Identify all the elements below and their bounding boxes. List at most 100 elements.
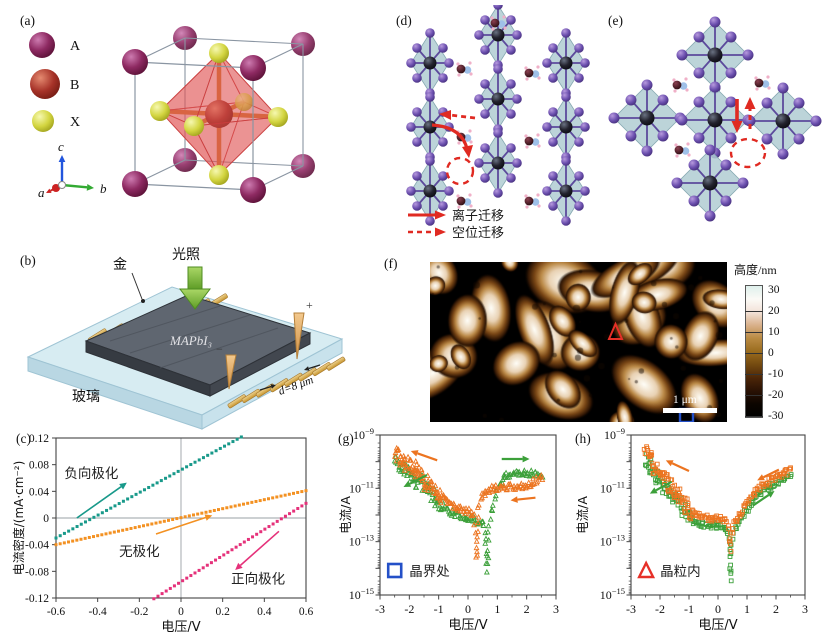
svg-text:光照: 光照: [172, 247, 200, 263]
svg-text:晶粒内: 晶粒内: [660, 564, 701, 580]
afm-overlay: 1 μm: [607, 321, 717, 422]
vacancy-migration-drawing: [608, 16, 822, 222]
vacancy-circle: [729, 137, 767, 169]
ma-cation: [524, 133, 541, 149]
svg-text:10−11: 10−11: [349, 479, 374, 495]
migration-arrows: [431, 110, 476, 186]
svg-text:-0.2: -0.2: [130, 606, 148, 618]
scatter-points: [391, 444, 546, 575]
ma-cation: [754, 75, 771, 91]
svg-text:-3: -3: [626, 602, 636, 616]
panel-f-label: (f): [384, 256, 398, 271]
panel-a-label: (a): [20, 13, 35, 28]
plot-legend: 晶界处: [386, 562, 450, 580]
panel-c-jv-plot: (c) -0.6 -0.4 -0.2 0 0.2 0.4 0.6 -0.12 -0.08 -0.0…: [10, 425, 338, 635]
jv-chart: -0.6 -0.4 -0.2 0 0.2 0.4 0.6 -0.12 -0.08 -0.04 0 0.…: [11, 433, 314, 635]
octahedra-cross: [608, 16, 822, 222]
svg-text:0: 0: [715, 602, 721, 616]
dashed-arrowhead-icon: [435, 227, 446, 237]
svg-text:电流/A: 电流/A: [575, 496, 590, 534]
colorbar-tick-label: -30: [768, 410, 784, 422]
gold-electrode-finger: [326, 356, 346, 371]
svg-text:-1: -1: [434, 602, 444, 616]
svg-text:无极化: 无极化: [119, 544, 160, 560]
colorbar-tick-line: [745, 353, 763, 354]
panel-d-ion-migration: (d) 离子迁移 空位迁移: [392, 0, 602, 245]
svg-text:b: b: [100, 181, 107, 196]
gold-electrode-finger: [298, 367, 318, 382]
ion-migration-arrowhead: [731, 121, 743, 133]
scatter-points: [641, 444, 794, 584]
probe-tip-negative: [225, 354, 237, 390]
crystal-structure-drawing: A B Xc b a: [29, 26, 315, 203]
svg-text:0.2: 0.2: [215, 606, 230, 618]
legend-sphere-X: [32, 110, 54, 132]
svg-text:正向极化: 正向极化: [231, 571, 285, 587]
vacancy-migration-label: 空位迁移: [452, 226, 504, 241]
gold-electrode-finger: [270, 378, 289, 393]
svg-text:10−9: 10−9: [604, 426, 625, 442]
scale-bar-label: 1 μm: [673, 394, 697, 406]
svg-text:0.6: 0.6: [299, 606, 314, 618]
svg-text:-0.08: -0.08: [25, 566, 49, 578]
probe-tip-positive: [293, 312, 305, 360]
panel-d-label: (d): [396, 13, 412, 28]
migration-legend: 离子迁移 空位迁移: [408, 208, 504, 241]
svg-text:-0.6: -0.6: [47, 606, 65, 618]
gold-electrode-finger: [227, 394, 247, 409]
scale-bar: [663, 408, 717, 413]
svg-text:3: 3: [553, 602, 559, 616]
ion-migration-label: 离子迁移: [452, 208, 504, 224]
svg-text:0: 0: [178, 606, 184, 618]
svg-text:10−15: 10−15: [600, 586, 625, 602]
svg-text:电压/V: 电压/V: [161, 620, 200, 635]
height-colorbar: [745, 285, 763, 418]
svg-text:-0.04: -0.04: [25, 540, 49, 552]
svg-text:a: a: [38, 185, 45, 200]
svg-text:10−9: 10−9: [353, 426, 374, 442]
colorbar-tick-line: [745, 374, 763, 375]
svg-text:2: 2: [524, 602, 530, 616]
colorbar-tick-line: [745, 395, 763, 396]
svg-text:1: 1: [744, 602, 750, 616]
vacancy-arrows: [729, 97, 767, 169]
svg-text:2: 2: [773, 602, 779, 616]
legend-sphere-A: [29, 32, 55, 58]
ma-cation: [524, 193, 541, 209]
colorbar-tick-label: 20: [768, 305, 780, 317]
svg-text:10−13: 10−13: [349, 533, 374, 549]
panel-b-device-schematic: (b) 金光照 MAPbI₃ 玻璃 d=8 μm + −: [10, 243, 352, 435]
colorbar-tick-label: -20: [768, 389, 784, 401]
svg-text:0.08: 0.08: [29, 460, 49, 472]
panel-h-label: (h): [575, 431, 591, 446]
legend-label: A: [70, 39, 81, 54]
svg-text:1: 1: [494, 602, 500, 616]
colorbar-tick-label: 30: [768, 284, 780, 296]
colorbar-title: 高度/nm: [734, 263, 777, 277]
panel-f-afm-image: (f) 1 μm 高度/nm 30 20 10 0 -10 -20 -30: [378, 248, 830, 435]
panel-b-label: (b): [20, 253, 36, 268]
svg-text:10−13: 10−13: [600, 533, 625, 549]
svg-text:c: c: [58, 139, 64, 154]
panel-e-label: (e): [608, 13, 623, 28]
svg-text:-0.12: -0.12: [25, 593, 49, 605]
svg-text:电压/V: 电压/V: [698, 618, 737, 633]
svg-text:电流密度/(mA·cm⁻²): 电流密度/(mA·cm⁻²): [11, 461, 26, 576]
svg-text:玻璃: 玻璃: [72, 388, 100, 405]
colorbar-tick-line: [745, 311, 763, 312]
colorbar-tick-label: 0: [768, 347, 774, 359]
colorbar-tick-label: -10: [768, 368, 784, 380]
svg-text:电流/A: 电流/A: [338, 496, 353, 534]
svg-text:10−15: 10−15: [349, 586, 374, 602]
svg-text:−: −: [216, 342, 223, 356]
ion-migration-drawing: 离子迁移 空位迁移: [406, 0, 590, 241]
svg-text:0.12: 0.12: [29, 433, 49, 445]
svg-text:-0.4: -0.4: [89, 606, 107, 618]
svg-text:MAPbI₃: MAPbI₃: [169, 333, 212, 348]
gold-electrode-finger: [284, 372, 303, 387]
svg-text:0: 0: [43, 513, 49, 525]
iv-chart-grain-interior: -3 -2 -1 0 1 2 3 10−9 10−11 10−13 10−15 电压/V 电流/A 晶粒内: [575, 426, 808, 633]
ma-cation: [456, 61, 473, 77]
